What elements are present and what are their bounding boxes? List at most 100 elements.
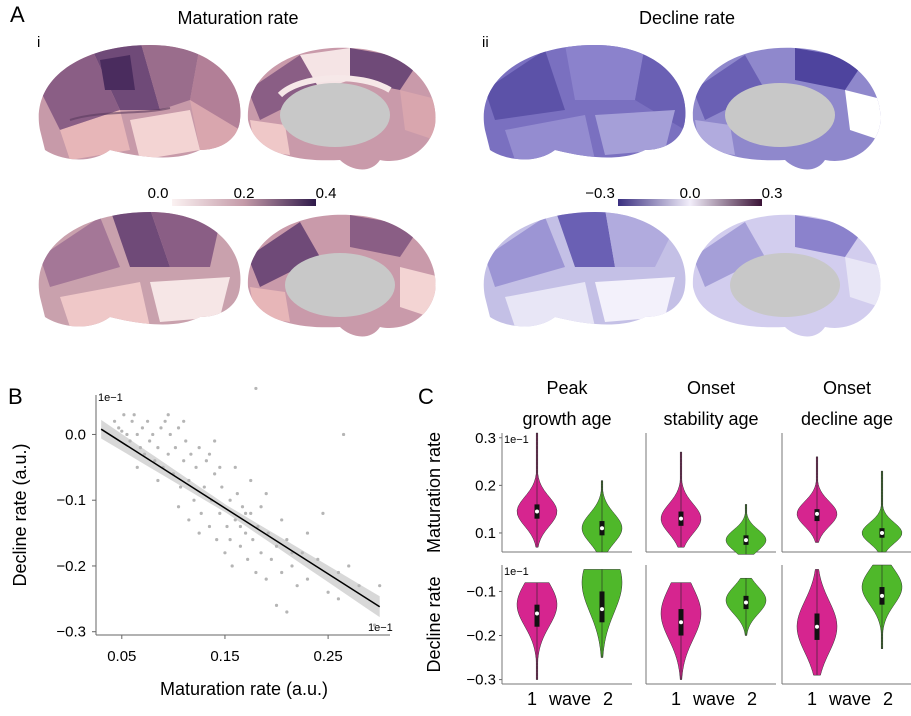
scatter-point xyxy=(142,452,147,456)
violin-x-label-2: 2 xyxy=(883,689,893,709)
scatter-point xyxy=(207,452,212,456)
scatter-point xyxy=(125,432,129,437)
violin-median-dot xyxy=(535,509,539,514)
scatter-point xyxy=(168,432,172,437)
maturation-colorbar-tick-1: 0.2 xyxy=(234,185,255,202)
scatter-point xyxy=(295,584,299,588)
scatter-point xyxy=(269,557,273,561)
scatter-point xyxy=(112,419,117,423)
maturation-colorbar-tick-0: 0.0 xyxy=(148,185,169,202)
scatter-point xyxy=(213,472,217,476)
scatter-x-tick-label: 0.05 xyxy=(107,648,136,665)
violin-column-title-bottom: decline age xyxy=(801,409,893,429)
scatter-y-tick-label: −0.2 xyxy=(56,558,86,575)
decline-colorbar-tick-1: 0.0 xyxy=(680,185,701,202)
scatter-point xyxy=(243,511,248,515)
violin-row-label: Maturation rate xyxy=(424,432,444,553)
violin-x-label-wave: wave xyxy=(548,689,591,709)
scatter-x-tick-label: 0.25 xyxy=(314,648,343,665)
decline-colorbar-bar xyxy=(618,199,762,206)
scatter-point xyxy=(256,524,260,529)
scatter-point xyxy=(341,432,346,437)
scatter-point xyxy=(213,439,217,443)
violin-x-label-wave: wave xyxy=(828,689,871,709)
scatter-x-multiplier: 1e−1 xyxy=(368,622,393,634)
violin-y-tick-label: −0.3 xyxy=(466,672,496,689)
scatter-point xyxy=(264,492,268,496)
violin-iqr-box xyxy=(599,591,605,623)
scatter-point xyxy=(243,531,248,535)
scatter-point xyxy=(192,498,196,502)
violin-y-tick-label: 0.3 xyxy=(475,430,496,447)
scatter-point xyxy=(197,531,201,535)
violin-median-dot xyxy=(600,607,604,612)
scatter-point xyxy=(280,570,284,575)
violin-median-dot xyxy=(600,526,604,531)
scatter-point xyxy=(225,524,229,529)
scatter-y-multiplier: 1e−1 xyxy=(98,392,123,404)
scatter-point xyxy=(156,478,160,483)
scatter-point xyxy=(204,459,208,463)
violin-y-tick-label: 0.2 xyxy=(475,477,496,494)
violin-y-tick-label: −0.2 xyxy=(466,628,496,645)
scatter-point xyxy=(233,465,237,469)
scatter-point xyxy=(274,544,279,548)
scatter-point xyxy=(132,413,136,417)
scatter-point xyxy=(184,439,188,443)
scatter-point xyxy=(230,564,234,568)
scatter-point xyxy=(194,465,198,469)
scatter-point xyxy=(249,478,253,483)
maturation-title: Maturation rate xyxy=(177,8,298,28)
scatter-point xyxy=(178,485,183,489)
scatter-point xyxy=(145,419,150,423)
scatter-point xyxy=(259,551,263,555)
scatter-point xyxy=(235,492,239,496)
scatter-point xyxy=(135,465,139,469)
scatter-point xyxy=(187,518,191,522)
violin-x-label-1: 1 xyxy=(527,689,537,709)
brain-maturation-medial-top xyxy=(247,47,436,170)
scatter-y-tick-label: 0.0 xyxy=(65,426,86,443)
violin-x-label-wave: wave xyxy=(692,689,735,709)
scatter-point xyxy=(151,432,155,437)
scatter-point xyxy=(321,511,325,515)
scatter-point xyxy=(135,432,139,437)
violin-x-label-1: 1 xyxy=(671,689,681,709)
scatter-y-tick-label: −0.3 xyxy=(56,624,86,641)
scatter-x-label: Maturation rate (a.u.) xyxy=(160,679,328,699)
scatter-point xyxy=(280,518,284,522)
panel-b-letter: B xyxy=(8,384,23,409)
scatter-point xyxy=(228,498,232,502)
brain-decline-lateral-top xyxy=(483,45,686,160)
scatter-point xyxy=(166,413,170,417)
scatter-point xyxy=(238,544,243,548)
scatter-point xyxy=(233,518,237,522)
scatter-point xyxy=(199,511,203,515)
scatter-point xyxy=(220,485,224,489)
violin-median-dot xyxy=(815,624,819,629)
scatter-point xyxy=(166,452,170,456)
scatter-point xyxy=(259,505,263,509)
scatter-x-tick-label: 0.15 xyxy=(210,648,239,665)
scatter-point xyxy=(305,531,310,535)
maturation-colorbar-bar xyxy=(172,199,316,206)
scatter-point xyxy=(120,429,124,433)
brain-maturation-lateral-bottom xyxy=(38,212,241,327)
scatter-point xyxy=(336,597,341,601)
scatter-point xyxy=(182,459,186,463)
violin-median-dot xyxy=(880,593,884,598)
scatter-point xyxy=(189,452,193,456)
scatter-y-label: Decline rate (a.u.) xyxy=(10,443,30,586)
violin-row-label: Decline rate xyxy=(424,576,444,672)
scatter-point xyxy=(238,524,243,529)
violin-median-dot xyxy=(815,511,819,516)
scatter-point xyxy=(163,419,167,423)
scatter-point xyxy=(187,478,191,483)
scatter-point xyxy=(218,511,222,515)
decline-colorbar: −0.3 0.0 0.3 xyxy=(585,185,782,206)
scatter-point xyxy=(266,531,270,535)
scatter-point xyxy=(215,538,219,542)
scatter-point xyxy=(130,419,134,423)
violin-x-label-1: 1 xyxy=(807,689,817,709)
violin-median-dot xyxy=(744,600,748,605)
